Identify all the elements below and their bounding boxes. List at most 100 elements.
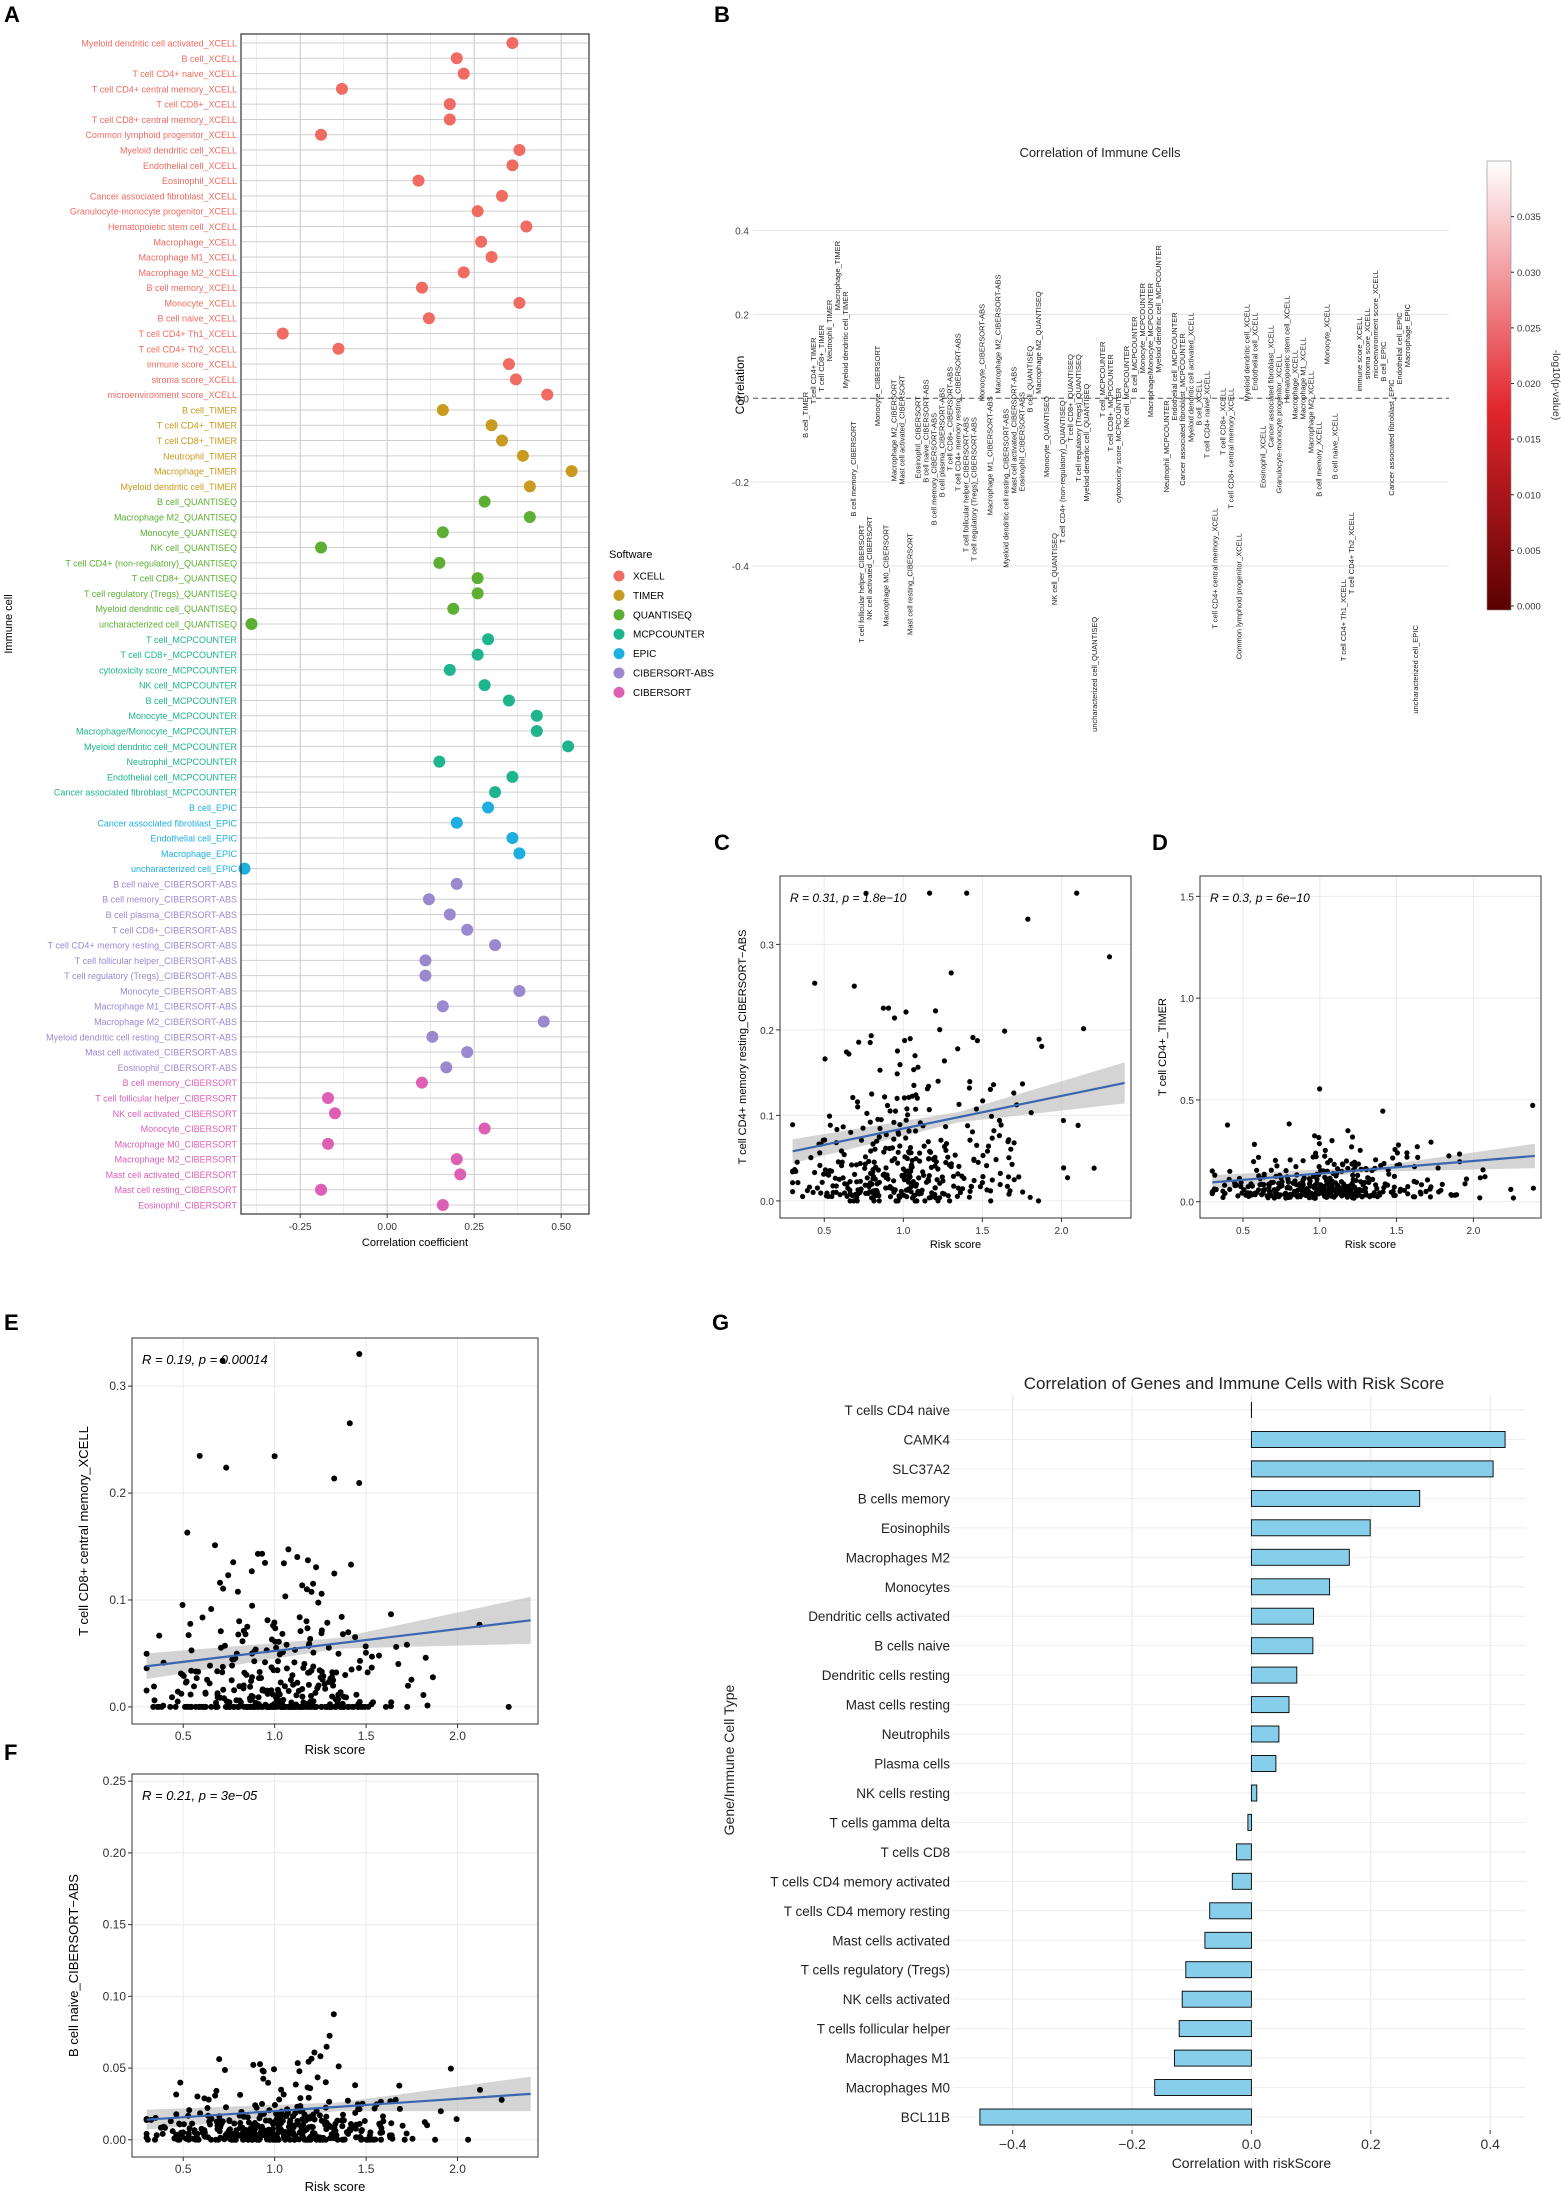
scatter-point xyxy=(353,1691,360,1698)
scatter-point xyxy=(271,1453,278,1460)
scatter-point xyxy=(228,1677,235,1684)
y-tick-label: 0.0 xyxy=(109,1700,126,1714)
scatter-point xyxy=(1456,1151,1463,1157)
chart-title: Correlation of Immune Cells xyxy=(1019,145,1181,160)
scatter-point xyxy=(956,1163,962,1169)
scatter-point xyxy=(832,1175,838,1181)
colorbar-tick-label: 0.015 xyxy=(1517,435,1541,446)
bar xyxy=(1204,1931,1252,1949)
data-point xyxy=(478,495,491,508)
point-label: Neutrophil_MCPCOUNTER xyxy=(1162,400,1171,493)
scatter-point xyxy=(212,2092,219,2099)
scatter-point xyxy=(895,1160,901,1166)
scatter-point xyxy=(264,1687,271,1694)
scatter-point xyxy=(1007,1188,1013,1194)
point-label: Macrophage M1_CIBERSORT-ABS xyxy=(986,396,995,515)
legend-swatch xyxy=(613,648,625,660)
scatter-point xyxy=(271,2131,278,2138)
scatter-point xyxy=(208,1703,215,1710)
scatter-point xyxy=(1355,1172,1361,1178)
x-tick-label: 1.0 xyxy=(1313,1226,1327,1237)
scatter-point xyxy=(872,1146,878,1152)
scatter-point xyxy=(1349,1134,1356,1140)
scatter-point xyxy=(925,1139,931,1145)
scatter-point xyxy=(328,2131,335,2138)
scatter-point xyxy=(1275,1185,1281,1192)
scatter-point xyxy=(1392,1192,1398,1198)
scatter-point xyxy=(984,1187,990,1193)
legend-label: CIBERSORT-ABS xyxy=(633,669,714,680)
scatter-point xyxy=(1310,1154,1316,1160)
scatter-point xyxy=(827,1122,833,1128)
scatter-point xyxy=(234,1703,241,1710)
correlation-annotation: R = 0.21, p = 3e−05 xyxy=(142,1788,258,1803)
scatter-point xyxy=(380,2113,386,2120)
scatter-point xyxy=(1317,1086,1323,1092)
scatter-point xyxy=(971,1157,977,1163)
scatter-point xyxy=(286,2136,293,2143)
point-label: Myeloid dendritic cell resting_CIBERSORT… xyxy=(1002,409,1011,568)
scatter-point xyxy=(1390,1188,1396,1194)
x-tick-label: 0.50 xyxy=(551,1222,571,1233)
point-label: Eosinophil_CIBERSORT xyxy=(913,396,922,479)
scatter-point xyxy=(989,1135,995,1141)
scatter-point xyxy=(965,1123,971,1129)
row-label: uncharacterized cell_QUANTISEQ xyxy=(99,620,237,630)
scatter-point xyxy=(330,1682,337,1689)
scatter-point xyxy=(894,1071,900,1077)
category-label: Macrophages M1 xyxy=(846,2051,950,2066)
colorbar-label: -log10(p-value) xyxy=(1550,350,1561,421)
scatter-point xyxy=(329,1674,335,1680)
scatter-point xyxy=(167,1703,174,1710)
scatter-point xyxy=(913,1106,919,1112)
scatter-point xyxy=(1091,1165,1097,1171)
scatter-point xyxy=(153,2132,160,2139)
scatter-point xyxy=(143,1650,150,1657)
point-label: Macrophage_XCELL xyxy=(1291,350,1300,420)
bar xyxy=(1250,1519,1371,1537)
scatter-point xyxy=(323,2113,330,2120)
scatter-point xyxy=(352,2109,359,2116)
data-point xyxy=(530,725,543,738)
scatter-point xyxy=(152,2136,158,2143)
panel-c: 0.5 1.0 1.5 2.0 0.0 0.1 0.2 0.3 Risk score T cell… xyxy=(737,875,1132,1251)
data-point xyxy=(471,205,484,218)
legend-swatch xyxy=(613,570,625,582)
data-point xyxy=(489,786,502,799)
row-label: T cell CD4+ naive_XCELL xyxy=(132,69,237,79)
point-label: Monocyte_CIBERSORT-ABS xyxy=(978,304,987,401)
scatter-point xyxy=(871,1159,877,1165)
fit-line xyxy=(1212,1154,1535,1184)
row-label: Macrophage M0_CIBERSORT xyxy=(115,1139,238,1149)
scatter-point xyxy=(310,2111,317,2118)
scatter-point xyxy=(269,1691,276,1698)
colorbar-tick-label: 0.010 xyxy=(1517,490,1541,501)
scatter-point xyxy=(794,1159,800,1165)
scatter-point xyxy=(291,1659,298,1666)
scatter-point xyxy=(380,2118,387,2125)
category-label: Dendritic cells activated xyxy=(808,1609,950,1624)
scatter-point xyxy=(316,2112,323,2119)
scatter-point xyxy=(1333,1188,1339,1194)
scatter-point xyxy=(356,1665,362,1671)
point-label: Hematopoietic stem cell_XCELL xyxy=(1283,296,1292,404)
data-point xyxy=(520,220,533,233)
x-tick-label: 0.5 xyxy=(175,2162,192,2176)
point-label: T cell follicular helper_CIBERSORT-ABS xyxy=(962,417,971,552)
scatter-point xyxy=(316,2135,323,2142)
scatter-point xyxy=(178,1690,185,1697)
scatter-point xyxy=(905,1112,911,1118)
y-tick-label: 0.5 xyxy=(1180,1096,1194,1107)
scatter-point xyxy=(239,1638,246,1645)
row-label: stroma score_XCELL xyxy=(151,375,237,385)
row-label: Cancer associated fibroblast_MCPCOUNTER xyxy=(54,788,238,798)
scatter-point xyxy=(323,1703,330,1710)
scatter-point xyxy=(283,1641,290,1648)
scatter-point xyxy=(318,1590,325,1597)
scatter-point xyxy=(1314,1176,1320,1182)
scatter-point xyxy=(906,1172,912,1178)
scatter-point xyxy=(1061,1165,1067,1171)
point-label: Mast cell activated_CIBERSORT xyxy=(897,375,906,485)
bar xyxy=(1250,1548,1350,1566)
data-point xyxy=(443,98,456,111)
